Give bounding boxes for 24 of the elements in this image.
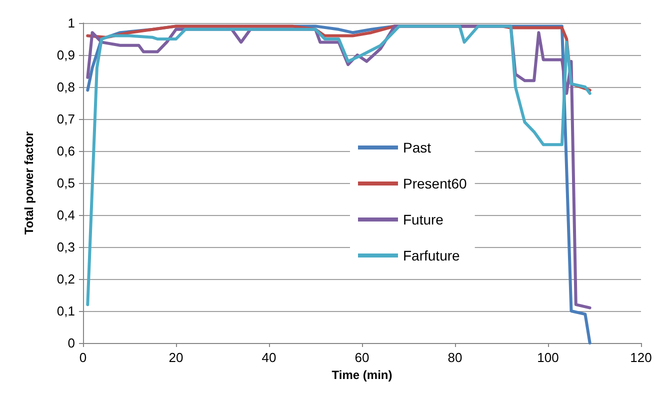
x-tick-label: 120 (630, 350, 652, 365)
y-tick-label: 0,4 (56, 208, 75, 222)
y-tick-label: 0,6 (56, 144, 75, 158)
legend-label: Past (403, 140, 432, 156)
y-tick-label: 0,1 (56, 304, 75, 318)
y-tick-label: 0,5 (56, 176, 75, 190)
x-tick-label: 80 (448, 350, 462, 365)
x-tick-label: 40 (262, 350, 276, 365)
y-tick-label: 0,9 (56, 48, 75, 62)
y-tick-label: 0,8 (56, 80, 75, 94)
legend-label: Farfuture (403, 248, 460, 264)
y-tick-label: 0,3 (56, 240, 75, 254)
x-tick-label: 60 (354, 350, 370, 365)
y-tick-label: 0,7 (56, 112, 75, 126)
x-tick-label: 100 (537, 350, 559, 365)
x-tick-label: 20 (168, 350, 184, 365)
legend-label: Present60 (403, 176, 468, 192)
y-tick-label: 1 (68, 16, 75, 30)
y-tick-label: 0 (68, 336, 75, 350)
x-tick-label: 0 (79, 350, 87, 365)
x-axis-title: Time (min) (332, 368, 392, 382)
y-tick-label: 0,2 (56, 272, 75, 286)
y-axis-title: Total power factor (22, 131, 36, 235)
legend-label: Future (403, 212, 444, 228)
